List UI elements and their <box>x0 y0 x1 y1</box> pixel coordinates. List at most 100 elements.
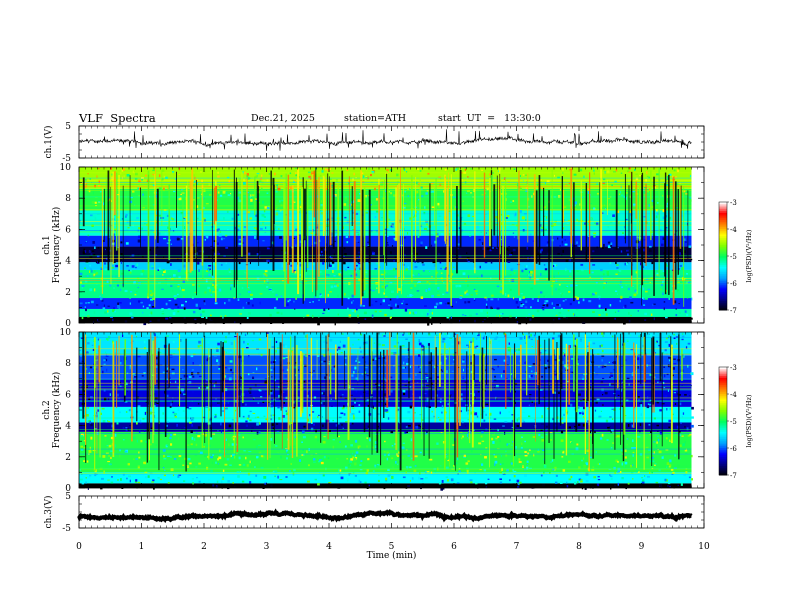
spectral-speckle <box>251 304 254 307</box>
spectral-speckle <box>165 317 169 320</box>
spectral-speckle <box>106 265 108 267</box>
spectral-speckle <box>285 448 288 450</box>
spectral-speckle <box>315 429 317 433</box>
spectral-speckle <box>483 318 486 320</box>
spectral-speckle <box>487 182 490 184</box>
spectral-speckle <box>84 306 86 308</box>
spectral-speckle <box>258 451 262 454</box>
spectral-speckle <box>332 419 334 422</box>
spectral-speckle <box>425 346 427 350</box>
spectral-speckle <box>413 469 417 473</box>
spectral-speckle <box>483 419 485 422</box>
spectral-speckle <box>529 233 532 236</box>
spectral-speckle <box>228 298 231 302</box>
spectral-speckle <box>272 470 276 472</box>
spectral-speckle <box>484 262 488 264</box>
spectral-speckle <box>522 419 525 422</box>
spectral-speckle <box>446 348 448 351</box>
spectral-speckle <box>357 338 360 341</box>
spectral-speckle <box>558 283 561 286</box>
spectral-speckle <box>84 182 87 186</box>
spectral-speckle <box>570 284 573 287</box>
spectral-speckle <box>616 267 619 269</box>
spectral-speckle <box>88 419 91 422</box>
spectral-speckle <box>440 272 443 274</box>
spectral-speckle <box>357 307 359 309</box>
spectral-speckle <box>323 402 325 405</box>
spectral-speckle <box>603 365 607 368</box>
spectral-speckle <box>636 357 640 361</box>
spectral-speckle <box>177 437 180 440</box>
spectral-speckle <box>163 454 165 458</box>
spectral-speckle <box>81 386 83 388</box>
spectral-speckle <box>87 260 91 262</box>
spectral-speckle <box>344 319 348 322</box>
spectral-speckle <box>229 464 232 466</box>
spectral-speckle <box>388 218 391 221</box>
spectral-speckle <box>132 436 136 440</box>
spectral-speckle <box>277 406 280 409</box>
spectral-speckle <box>669 216 672 220</box>
spectral-speckle <box>91 201 95 204</box>
spectral-speckle <box>394 256 397 259</box>
spectral-speckle <box>151 426 154 428</box>
spectral-speckle <box>476 292 478 295</box>
spectral-speckle <box>112 275 115 278</box>
spectral-speckle <box>360 350 362 353</box>
spectral-speckle <box>480 435 483 438</box>
spectral-speckle <box>198 387 200 389</box>
spectral-speckle <box>421 419 424 421</box>
spectral-speckle <box>133 375 137 378</box>
spectral-speckle <box>414 252 418 256</box>
spectral-speckle <box>540 188 544 190</box>
spectral-speckle <box>593 169 595 172</box>
spectral-speckle <box>445 285 447 287</box>
spectral-speckle <box>626 438 629 440</box>
spectral-speckle <box>110 456 112 459</box>
spectral-speckle <box>516 348 518 351</box>
spectral-speckle <box>275 297 278 301</box>
spectral-speckle <box>530 375 533 378</box>
spectral-speckle <box>255 227 258 231</box>
spectral-speckle <box>678 274 680 276</box>
spectral-speckle <box>407 352 410 354</box>
spectral-speckle <box>246 417 249 420</box>
spectral-speckle <box>522 465 524 468</box>
spectral-speckle <box>409 365 411 368</box>
spectral-speckle <box>338 469 340 472</box>
spectral-speckle <box>364 343 367 345</box>
spectral-speckle <box>261 221 265 223</box>
spectral-speckle <box>106 425 110 427</box>
spectral-speckle <box>287 484 290 488</box>
spectral-speckle <box>441 480 444 483</box>
spectral-speckle <box>482 321 484 323</box>
spectral-speckle <box>647 403 650 405</box>
spectral-speckle <box>655 215 658 219</box>
spectral-speckle <box>89 178 92 180</box>
spectral-speckle <box>537 299 539 302</box>
spectral-speckle <box>212 484 215 487</box>
spectral-speckle <box>626 443 629 446</box>
spectral-speckle <box>441 370 443 373</box>
spectral-speckle <box>210 456 213 459</box>
spectral-speckle <box>462 335 464 337</box>
spectral-speckle <box>557 237 559 240</box>
spectral-speckle <box>585 462 588 466</box>
spectral-speckle <box>450 478 454 482</box>
spectral-speckle <box>191 478 194 480</box>
spectral-speckle <box>604 391 608 395</box>
spectral-speckle <box>81 287 84 289</box>
spectral-speckle <box>296 266 298 269</box>
spectral-speckle <box>648 249 652 252</box>
spectral-speckle <box>121 168 124 172</box>
spectral-speckle <box>416 191 419 194</box>
spectral-speckle <box>362 305 365 307</box>
spectral-speckle <box>197 435 201 438</box>
spectral-speckle <box>384 440 386 443</box>
spectral-speckle <box>590 278 592 281</box>
spectral-speckle <box>405 356 407 359</box>
spectral-speckle <box>516 321 519 324</box>
spectral-speckle <box>499 313 503 315</box>
spectral-speckle <box>362 356 365 359</box>
spectral-speckle <box>88 450 92 453</box>
